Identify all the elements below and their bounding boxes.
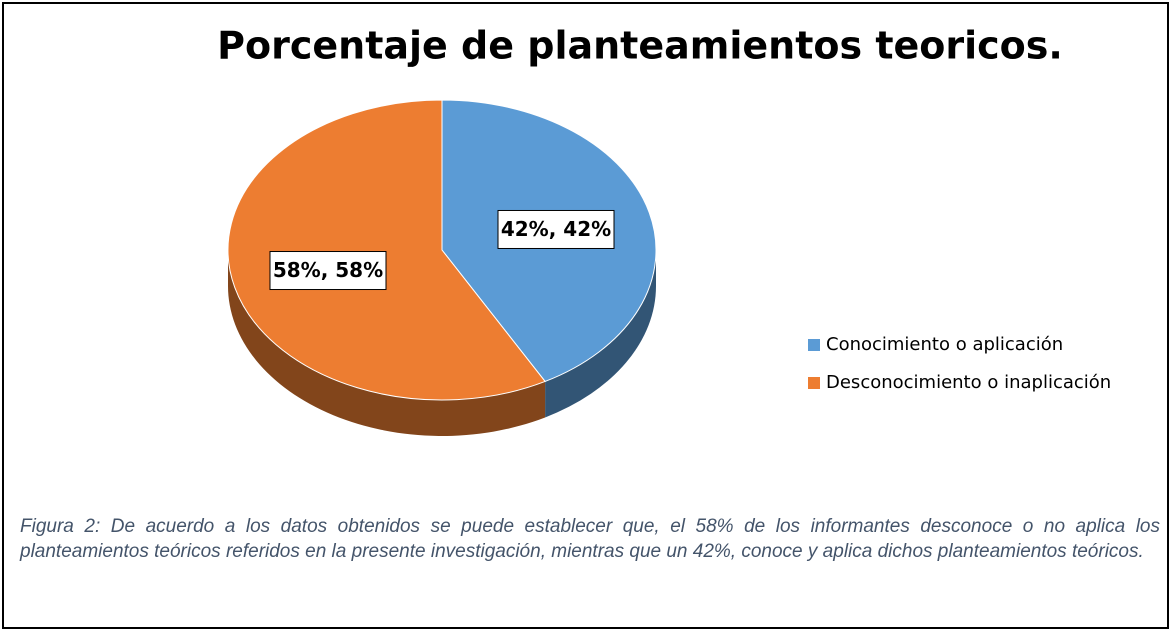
caption: Figura 2: De acuerdo a los datos obtenid… bbox=[20, 516, 1160, 562]
pie-slice bbox=[227, 99, 546, 401]
legend-swatch bbox=[808, 377, 820, 389]
legend-swatch bbox=[808, 339, 820, 351]
chart-title: Porcentaje de planteamientos teoricos. bbox=[217, 24, 1063, 68]
pie-side bbox=[228, 250, 546, 437]
data-label: 58%, 58% bbox=[273, 258, 383, 282]
pie-side bbox=[545, 250, 656, 418]
legend-label: Desconocimiento o inaplicación bbox=[826, 372, 1111, 393]
data-label-box bbox=[269, 251, 387, 291]
data-label: 42%, 42% bbox=[501, 217, 611, 241]
legend-label: Conocimiento o aplicación bbox=[826, 334, 1063, 355]
data-label-box bbox=[497, 209, 615, 249]
